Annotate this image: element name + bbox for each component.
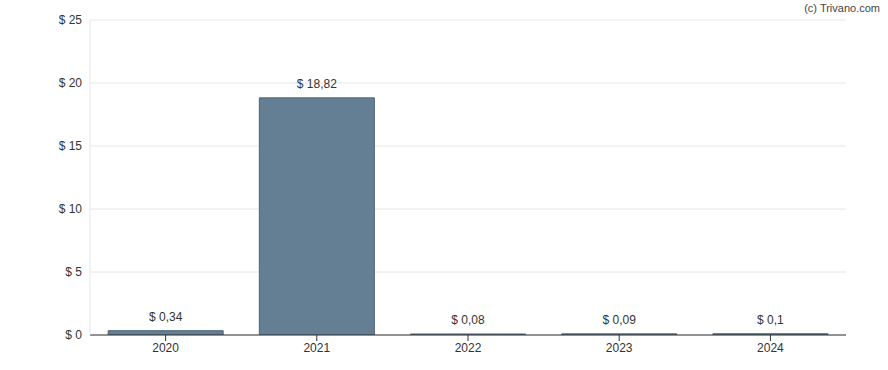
svg-text:$ 0,09: $ 0,09 bbox=[603, 313, 637, 327]
svg-text:2020: 2020 bbox=[152, 341, 179, 355]
svg-text:$ 15: $ 15 bbox=[59, 139, 83, 153]
svg-text:$ 18,82: $ 18,82 bbox=[297, 77, 337, 91]
html-text:(c) Trivano.com: (c) Trivano.com bbox=[804, 2, 880, 14]
svg-text:$ 0,08: $ 0,08 bbox=[451, 313, 485, 327]
svg-text:$ 25: $ 25 bbox=[59, 13, 83, 27]
svg-text:$ 0,1: $ 0,1 bbox=[757, 313, 784, 327]
svg-text:$ 20: $ 20 bbox=[59, 76, 83, 90]
svg-text:2022: 2022 bbox=[455, 341, 482, 355]
svg-text:$ 0,34: $ 0,34 bbox=[149, 310, 183, 324]
svg-text:2021: 2021 bbox=[303, 341, 330, 355]
svg-text:$ 0: $ 0 bbox=[65, 328, 82, 342]
svg-text:$ 5: $ 5 bbox=[65, 265, 82, 279]
svg-text:2023: 2023 bbox=[606, 341, 633, 355]
svg-text:$ 10: $ 10 bbox=[59, 202, 83, 216]
svg-text:2024: 2024 bbox=[757, 341, 784, 355]
